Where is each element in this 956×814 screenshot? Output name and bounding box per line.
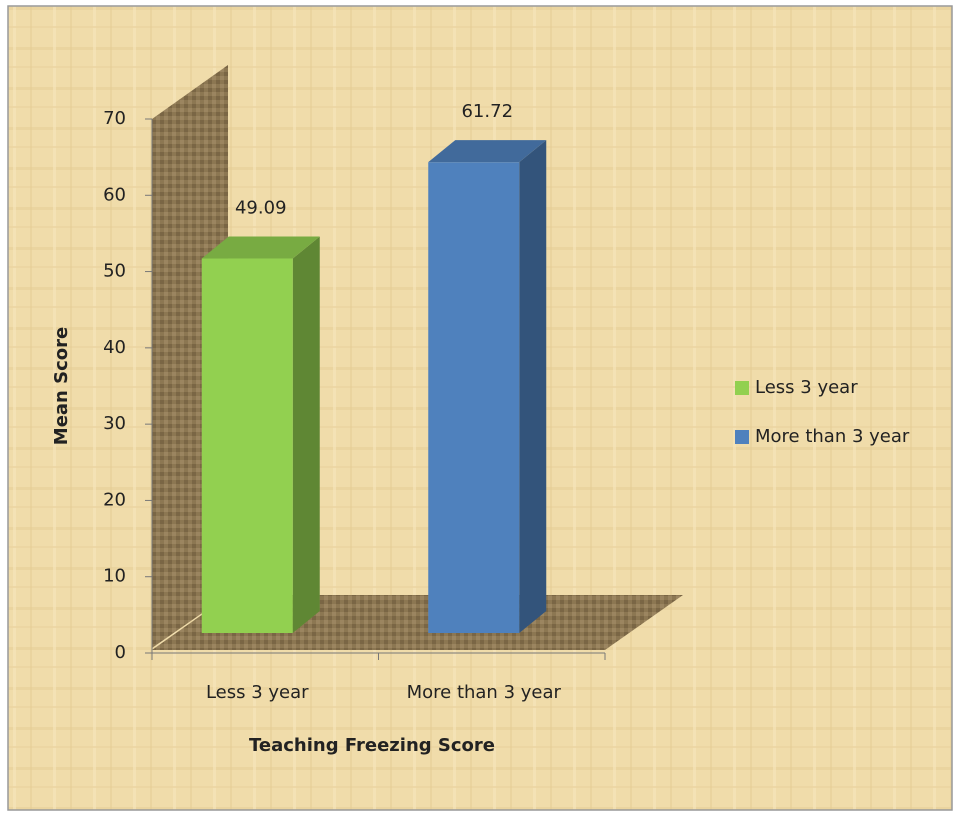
y-tick-label: 30 (103, 413, 126, 434)
legend-swatch (735, 430, 749, 444)
bar (201, 258, 293, 633)
bar (428, 162, 520, 634)
y-tick-label: 10 (103, 566, 126, 587)
y-tick-label: 70 (103, 108, 126, 129)
y-tick-label: 0 (115, 642, 126, 663)
bar-side (292, 236, 320, 633)
bar-top (428, 140, 547, 163)
y-tick-label: 20 (103, 489, 126, 510)
bar-side (519, 140, 547, 634)
x-axis-title: Teaching Freezing Score (249, 735, 495, 756)
y-tick-label: 40 (103, 337, 126, 358)
legend-swatch (735, 381, 749, 395)
legend-label: More than 3 year (755, 426, 910, 447)
legend-label: Less 3 year (755, 377, 858, 398)
bar-top (201, 236, 320, 259)
y-axis-title: Mean Score (51, 327, 72, 445)
data-label: 49.09 (235, 198, 287, 219)
y-tick-label: 60 (103, 184, 126, 205)
data-label: 61.72 (461, 101, 513, 122)
x-tick-label: Less 3 year (206, 682, 309, 703)
y-tick-label: 50 (103, 261, 126, 282)
x-tick-label: More than 3 year (407, 682, 562, 703)
